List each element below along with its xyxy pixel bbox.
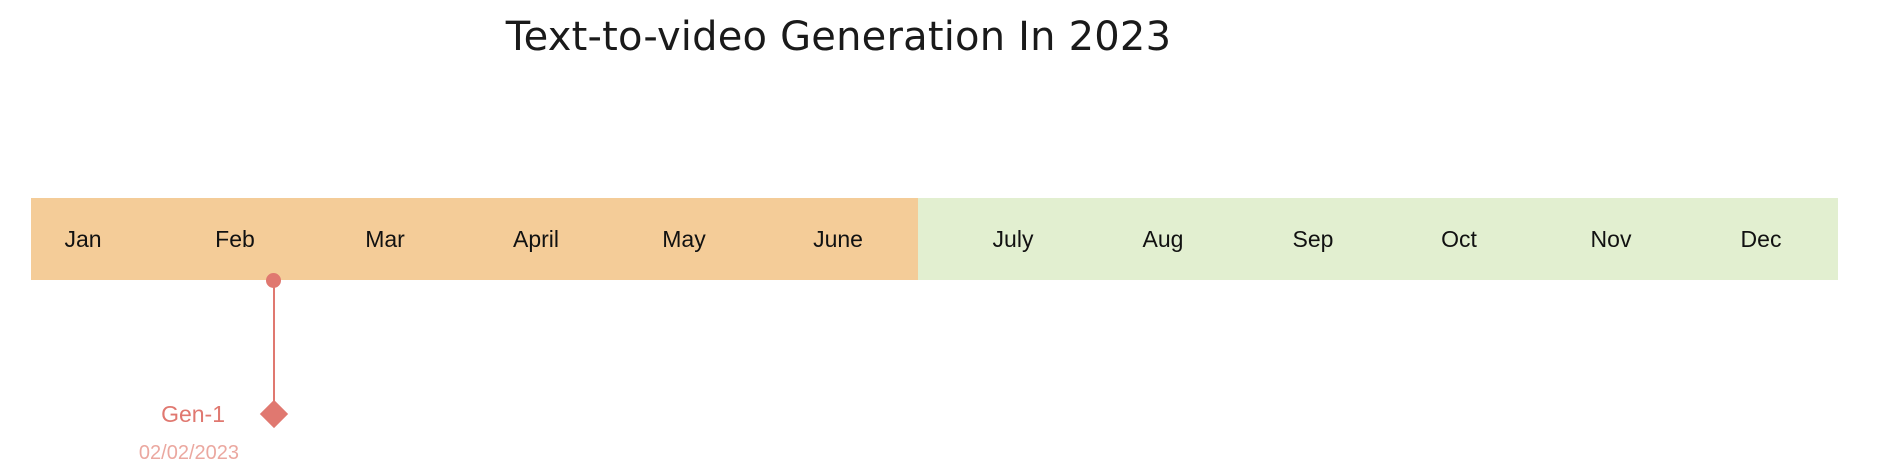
month-label-jan: Jan [64, 226, 102, 252]
month-label-dec: Dec [1740, 226, 1782, 252]
month-label-aug: Aug [1142, 226, 1184, 252]
diagram-title: Text-to-video Generation In 2023 [505, 14, 1172, 60]
month-label-may: May [662, 226, 706, 252]
timeline-band-first-half [31, 198, 918, 280]
milestone-date: 02/02/2023 [138, 442, 239, 464]
month-label-sep: Sep [1292, 226, 1334, 252]
milestone-label: Gen-1 [161, 401, 225, 427]
milestone-connector-line [273, 280, 275, 416]
month-label-jun: June [813, 226, 863, 252]
month-label-jul: July [992, 226, 1034, 252]
milestone-anchor-dot [266, 273, 281, 288]
month-label-apr: April [512, 226, 560, 252]
month-label-mar: Mar [365, 226, 405, 252]
timeline-band-second-half [918, 198, 1838, 280]
month-label-feb: Feb [215, 226, 255, 252]
diamond-icon [259, 399, 289, 429]
month-label-nov: Nov [1590, 226, 1632, 252]
month-label-oct: Oct [1441, 226, 1477, 252]
